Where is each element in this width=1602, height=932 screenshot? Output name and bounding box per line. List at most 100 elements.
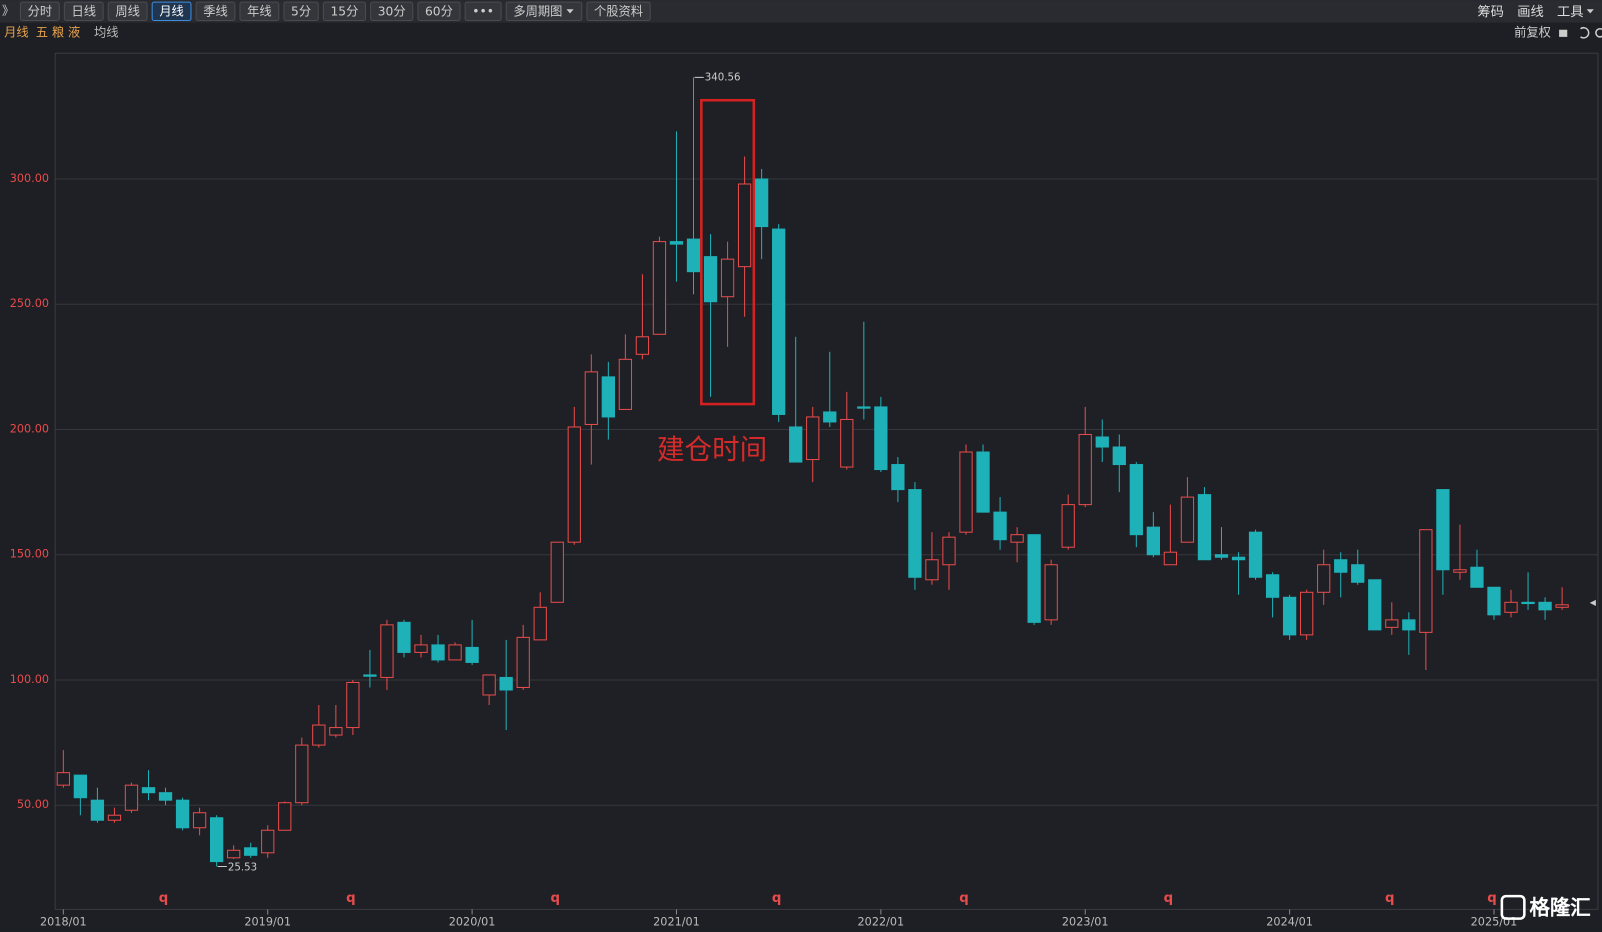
settings-icon[interactable] <box>1595 27 1602 38</box>
toolbar-button[interactable] <box>107 1 148 22</box>
toolbar-button-label[interactable]: 30分 <box>378 4 406 18</box>
candle-body <box>857 406 871 409</box>
candle-body <box>1538 601 1552 611</box>
event-marker: q <box>550 891 560 906</box>
ma-label[interactable]: 均线 <box>94 25 119 39</box>
candle-body <box>1453 569 1467 573</box>
toolbar-button-label[interactable]: 15分 <box>331 4 359 18</box>
lock-icon[interactable] <box>1559 29 1568 37</box>
plot-area <box>54 52 1599 910</box>
candle-body <box>261 829 275 854</box>
candle-body <box>1231 556 1246 561</box>
toolbar-button[interactable] <box>586 1 651 22</box>
event-marker: q <box>772 891 782 906</box>
candle-body <box>823 411 837 423</box>
watermark-logo <box>1500 894 1526 920</box>
max-label: 340.56 <box>705 72 741 83</box>
candle-body <box>244 847 258 856</box>
toolbar-button[interactable] <box>505 1 583 22</box>
event-marker: q <box>959 891 969 906</box>
candle-body <box>891 464 905 491</box>
candle-body <box>465 646 479 663</box>
toolbar-button[interactable] <box>464 1 502 22</box>
toolbar-button-label[interactable]: ••• <box>472 4 494 18</box>
event-marker: q <box>346 891 355 906</box>
toolbar-right-label[interactable]: 工具 <box>1557 5 1584 20</box>
x-tick-label: 2018/01 <box>40 916 87 929</box>
toolbar-button[interactable] <box>19 1 60 22</box>
candle-body <box>925 559 939 581</box>
toolbar-button-label[interactable]: 周线 <box>115 4 139 18</box>
adjust-label[interactable]: 前复权 <box>1514 24 1551 39</box>
toolbar-button[interactable] <box>370 1 414 22</box>
toolbar-button-label[interactable]: 季线 <box>203 4 228 18</box>
annotation: 建仓时间 <box>657 433 767 466</box>
candle-body <box>1027 534 1041 623</box>
x-tick-label: 2019/01 <box>244 916 291 929</box>
candle-body <box>1436 489 1450 571</box>
toolbar-button[interactable] <box>322 1 367 22</box>
candle-body <box>993 511 1007 541</box>
toolbar-button[interactable] <box>239 1 280 22</box>
toolbar-button-label[interactable]: 月线 <box>159 4 184 18</box>
candle-body <box>618 358 633 410</box>
candle-body <box>1095 436 1109 448</box>
candle-body <box>1044 564 1058 621</box>
candle-body <box>1265 574 1280 598</box>
candle-body <box>56 772 70 786</box>
candle-body <box>976 451 990 513</box>
candle-body <box>635 336 650 355</box>
candle-body <box>550 541 564 603</box>
candle-body <box>192 812 207 829</box>
x-tick-label: 2023/01 <box>1062 916 1109 929</box>
candle-body <box>1078 433 1092 506</box>
candle-body <box>363 674 377 677</box>
toolbar-button-label[interactable]: 60分 <box>425 4 453 18</box>
candle-body <box>737 183 752 268</box>
dropdown-arrow <box>1586 9 1594 14</box>
candle-body <box>1504 601 1518 613</box>
candle-body <box>908 489 922 578</box>
candle-body <box>686 238 701 273</box>
collapse-button[interactable]: 》 <box>2 4 14 18</box>
toolbar-button-label[interactable]: 5分 <box>291 4 311 18</box>
undo-icon[interactable] <box>1580 26 1590 39</box>
dropdown-arrow <box>566 9 574 14</box>
toolbar-button[interactable] <box>63 1 104 22</box>
candle-body <box>1521 601 1535 605</box>
candle-body <box>1180 496 1195 543</box>
candle-body <box>227 849 241 859</box>
toolbar-button[interactable] <box>417 1 461 22</box>
event-marker: q <box>1385 891 1394 906</box>
candle-body <box>806 416 820 461</box>
toolbar-right-label[interactable]: 画线 <box>1517 4 1544 20</box>
candle-body <box>124 784 139 811</box>
toolbar-button-label[interactable]: 多周期图 <box>513 4 562 18</box>
candle-body <box>346 681 360 729</box>
toolbar-button[interactable] <box>195 1 236 22</box>
candle-body <box>1317 564 1331 593</box>
watermark: 格隆汇 <box>1529 895 1590 919</box>
candle-body <box>431 644 445 661</box>
x-tick-label: 2020/01 <box>449 916 496 929</box>
toolbar-button-label[interactable]: 日线 <box>71 4 96 18</box>
candle-body <box>1351 564 1365 583</box>
candle-body <box>1300 591 1314 636</box>
toolbar-button[interactable] <box>151 1 192 22</box>
candle-body <box>414 644 428 653</box>
toolbar-button[interactable] <box>283 1 319 22</box>
toolbar-button-label[interactable]: 分时 <box>28 4 53 18</box>
candle-body <box>1163 551 1178 566</box>
candle-body <box>73 774 88 799</box>
candle-body <box>1487 586 1501 616</box>
candle-body <box>1402 619 1416 631</box>
candle-body <box>942 536 956 566</box>
candle-body <box>1010 534 1024 543</box>
toolbar-right-label[interactable]: 筹码 <box>1477 3 1504 20</box>
candle-body <box>874 406 888 471</box>
y-tick-label: 50.00 <box>17 798 49 811</box>
toolbar-button-label[interactable]: 个股资料 <box>594 4 643 18</box>
toolbar-button-label[interactable]: 年线 <box>247 4 271 18</box>
candle-body <box>380 624 394 678</box>
candle-body <box>533 606 547 641</box>
